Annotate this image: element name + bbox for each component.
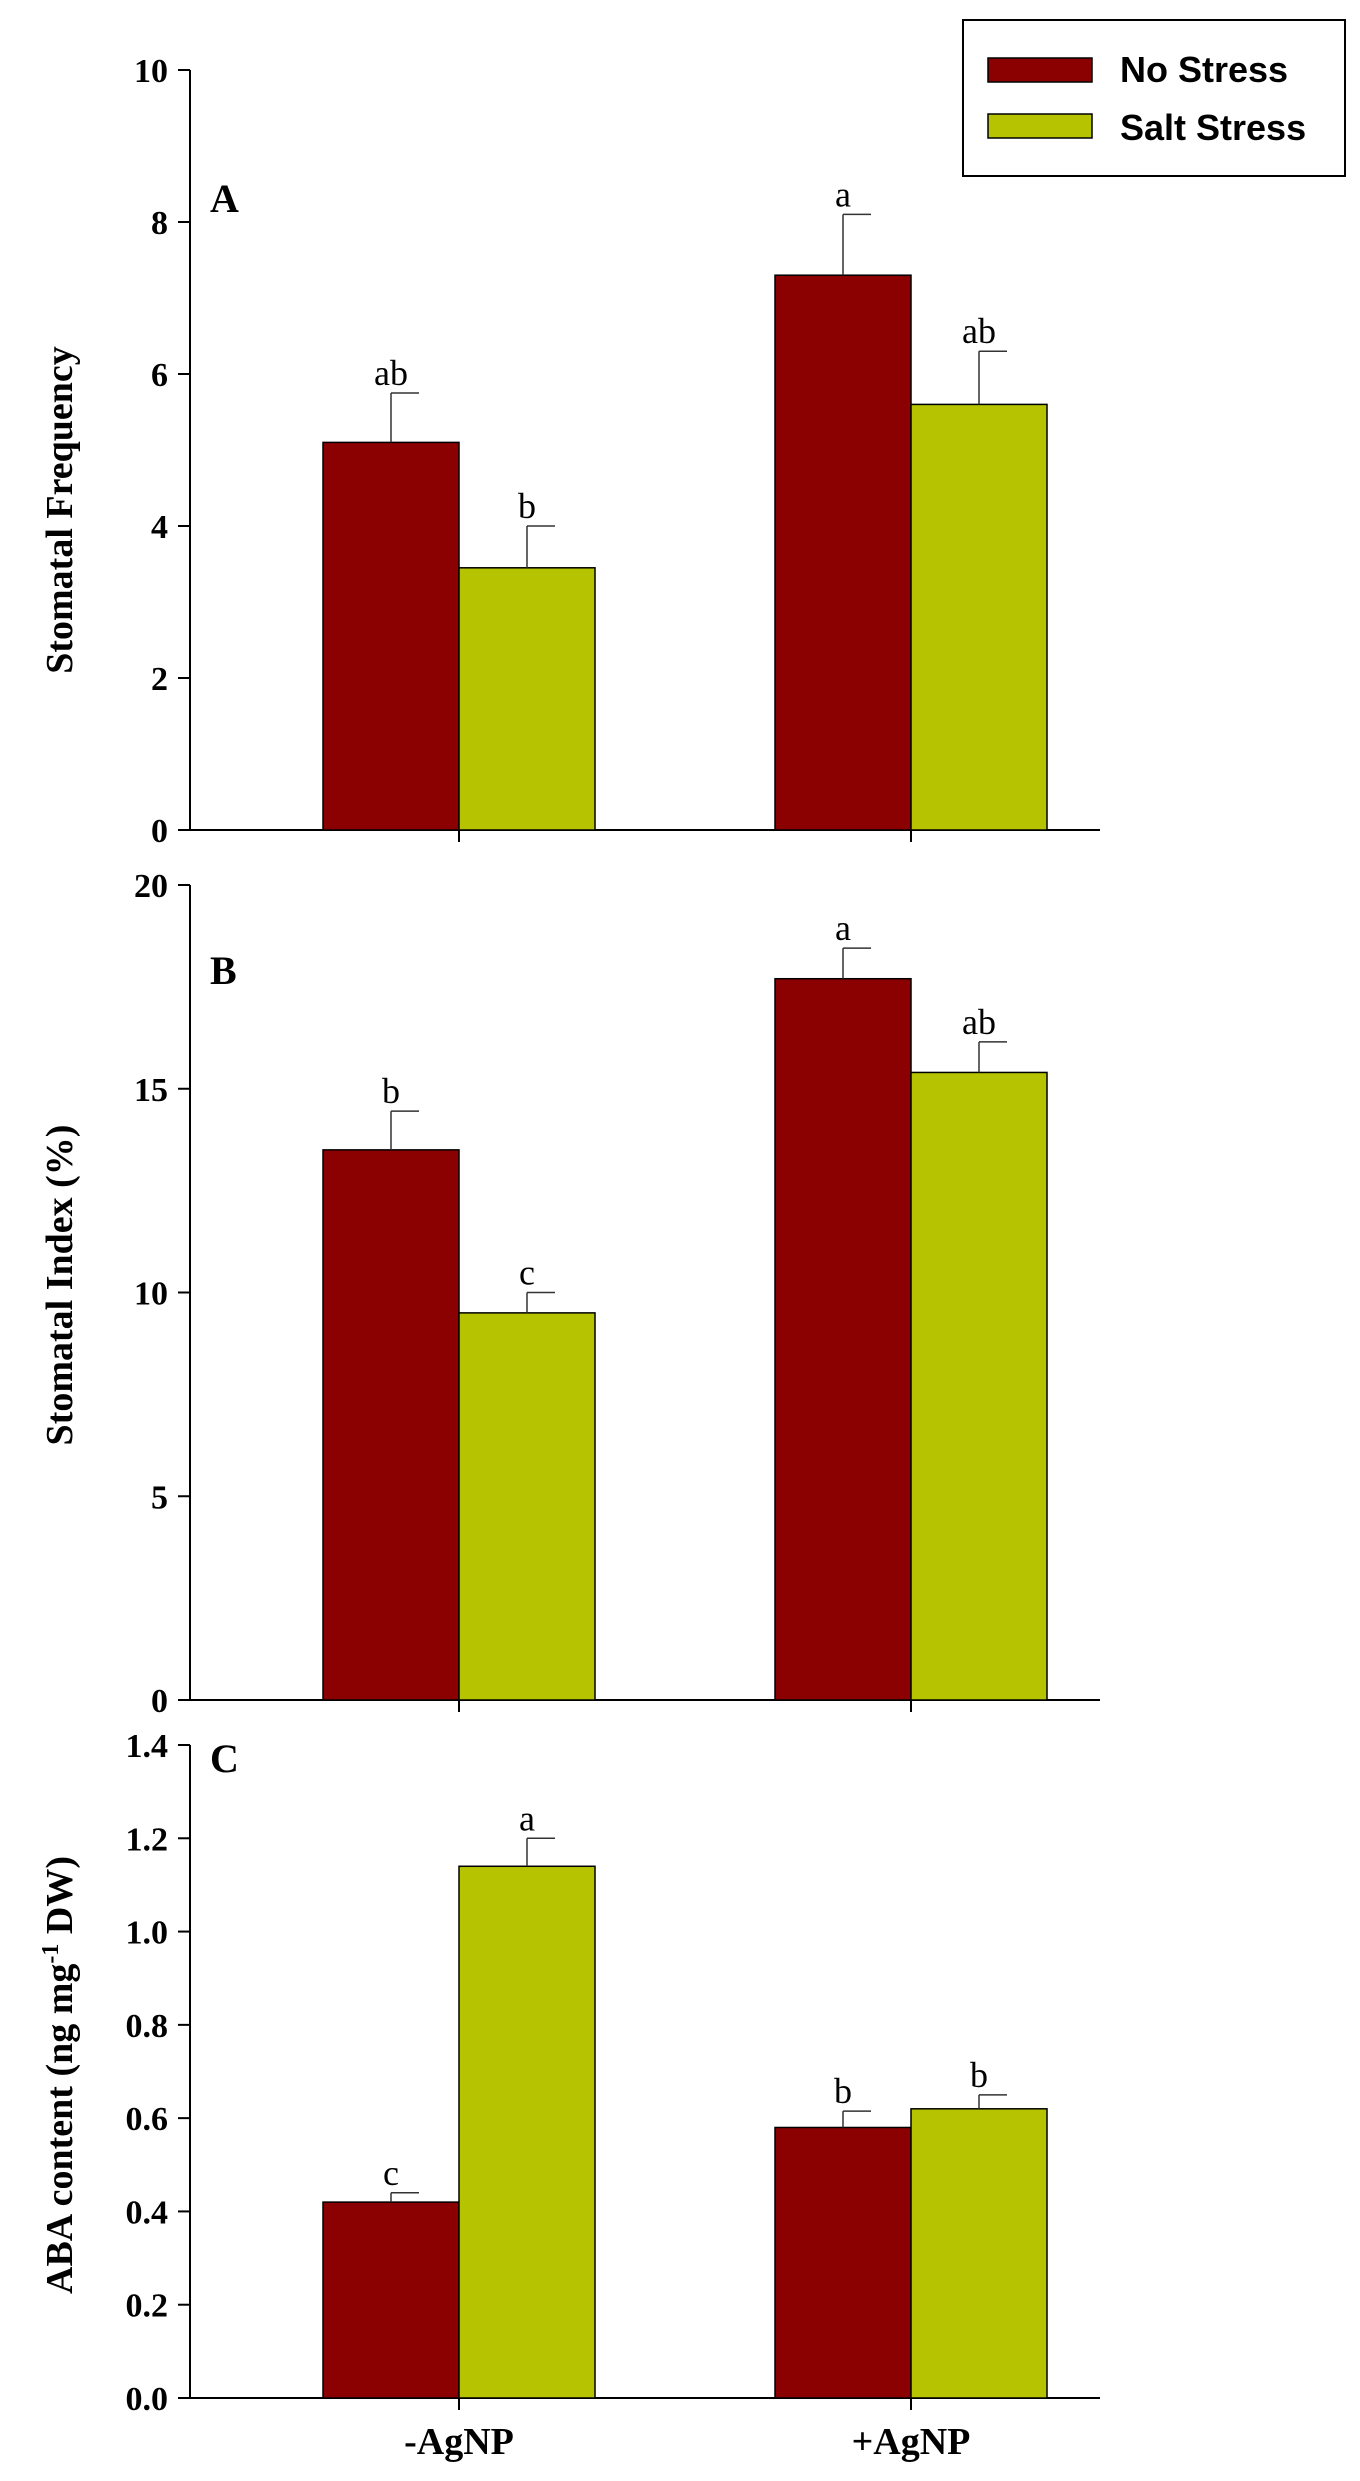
y-axis-label-c: ABA content (ng mg-1 DW) bbox=[38, 1856, 81, 2294]
bar-a-no-stress bbox=[774, 274, 912, 831]
y-tick-label-a: 0 bbox=[151, 813, 168, 850]
y-tick-label-c: 0.2 bbox=[126, 2288, 169, 2325]
y-tick-label-b: 15 bbox=[134, 1072, 168, 1109]
bar-a-salt-stress bbox=[458, 567, 596, 831]
significance-letter-a: ab bbox=[374, 353, 408, 393]
y-tick-label-c: 1.0 bbox=[126, 1915, 169, 1952]
y-tick-label-c: 0.8 bbox=[126, 2008, 169, 2045]
panel-b: B Stomatal Index (%) 0 5 10 15 20 b a c ab bbox=[39, 868, 1100, 1720]
y-tick-label-c: 1.2 bbox=[126, 1821, 169, 1858]
y-axis-label-c-main: ABA content (ng mg bbox=[39, 1964, 81, 2294]
significance-letter-b: ab bbox=[962, 1002, 996, 1042]
x-tick-label: +AgNP bbox=[852, 2421, 971, 2463]
legend: No Stress Salt Stress bbox=[962, 19, 1346, 177]
y-tick-label-b: 5 bbox=[151, 1479, 168, 1516]
y-tick-label-a: 8 bbox=[151, 205, 168, 242]
y-tick-label-b: 20 bbox=[134, 868, 168, 905]
y-tick-label-b: 10 bbox=[134, 1276, 168, 1313]
significance-letter-c: a bbox=[519, 1798, 535, 1838]
legend-box bbox=[962, 19, 1346, 177]
bar-c-no-stress bbox=[322, 2201, 460, 2399]
bar-a-no-stress bbox=[322, 441, 460, 831]
significance-letter-c: b bbox=[834, 2071, 852, 2111]
bar-c-no-stress bbox=[774, 2126, 912, 2399]
panel-c: C ABA content (ng mg-1 DW) 0.0 0.2 0.4 0.6 0… bbox=[38, 1728, 1100, 2463]
y-tick-label-a: 6 bbox=[151, 357, 168, 394]
y-tick-label-c: 0.6 bbox=[126, 2101, 169, 2138]
bar-b-no-stress bbox=[322, 1149, 460, 1701]
y-tick-label-c: 1.4 bbox=[126, 1728, 169, 1765]
panel-letter-c: C bbox=[210, 1736, 239, 1781]
y-tick-label-c: 0.4 bbox=[126, 2194, 169, 2231]
y-axis-label-c-sup: -1 bbox=[38, 1944, 64, 1964]
legend-swatch-salt-stress bbox=[987, 113, 1093, 139]
y-axis-label-b: Stomatal Index (%) bbox=[39, 1125, 81, 1446]
legend-swatch-no-stress bbox=[987, 57, 1093, 83]
bar-b-no-stress bbox=[774, 977, 912, 1701]
significance-letter-b: c bbox=[519, 1253, 535, 1293]
significance-letter-c: b bbox=[970, 2055, 988, 2095]
significance-letter-b: a bbox=[835, 908, 851, 948]
y-tick-label-a: 4 bbox=[151, 509, 168, 546]
y-axis-label-c-tail: DW) bbox=[39, 1856, 81, 1944]
bar-c-salt-stress bbox=[458, 1865, 596, 2399]
legend-label-salt-stress: Salt Stress bbox=[1120, 107, 1306, 148]
y-tick-label-c: 0.0 bbox=[126, 2381, 169, 2418]
significance-letter-c: c bbox=[383, 2153, 399, 2193]
bar-a-salt-stress bbox=[910, 403, 1048, 831]
y-tick-label-a: 2 bbox=[151, 661, 168, 698]
bar-b-salt-stress bbox=[458, 1312, 596, 1701]
y-tick-label-b: 0 bbox=[151, 1683, 168, 1720]
significance-letter-b: b bbox=[382, 1071, 400, 1111]
panel-letter-a: A bbox=[210, 176, 239, 221]
bar-c-salt-stress bbox=[910, 2108, 1048, 2399]
y-axis-label-a: Stomatal Frequency bbox=[39, 346, 81, 674]
y-tick-label-a: 10 bbox=[134, 53, 168, 90]
significance-letter-a: a bbox=[835, 174, 851, 214]
significance-letter-a: ab bbox=[962, 311, 996, 351]
legend-label-no-stress: No Stress bbox=[1120, 49, 1288, 90]
bar-b-salt-stress bbox=[910, 1071, 1048, 1701]
panel-letter-b: B bbox=[210, 948, 237, 993]
x-tick-label: -AgNP bbox=[404, 2421, 514, 2463]
significance-letter-a: b bbox=[518, 486, 536, 526]
